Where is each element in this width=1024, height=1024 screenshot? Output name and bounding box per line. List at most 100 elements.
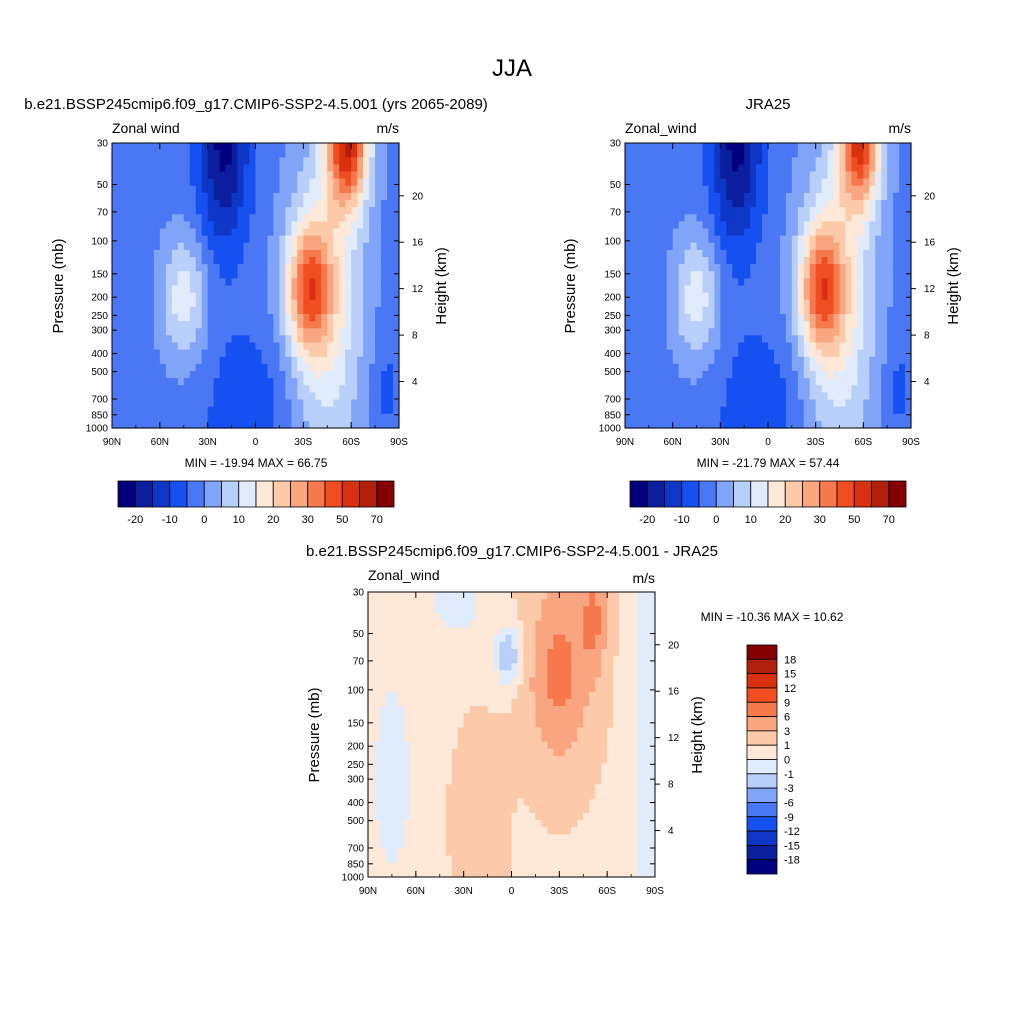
height-tick-label: 4 bbox=[412, 377, 418, 388]
contour-cell bbox=[207, 335, 215, 344]
contour-cell bbox=[535, 691, 542, 700]
contour-cell bbox=[213, 420, 221, 429]
contour-cell bbox=[219, 157, 227, 165]
contour-cell bbox=[762, 335, 769, 344]
contour-cell bbox=[559, 698, 566, 707]
contour-cell bbox=[381, 271, 388, 279]
contour-cell bbox=[141, 157, 149, 165]
contour-cell bbox=[636, 292, 644, 301]
contour-cell bbox=[135, 399, 143, 408]
contour-cell bbox=[827, 292, 835, 301]
colorbar-swatch bbox=[324, 480, 343, 508]
contour-cell bbox=[678, 178, 686, 187]
contour-cell bbox=[183, 235, 191, 244]
contour-cell bbox=[684, 363, 692, 372]
contour-cell bbox=[845, 192, 853, 201]
contour-cell bbox=[439, 713, 447, 721]
contour-cell bbox=[887, 178, 894, 187]
contour-cell bbox=[797, 207, 805, 215]
contour-cell bbox=[375, 335, 382, 344]
contour-cell bbox=[249, 299, 257, 308]
contour-cell bbox=[589, 620, 596, 629]
contour-cell bbox=[303, 285, 310, 294]
contour-cell bbox=[625, 420, 632, 429]
contour-cell bbox=[649, 691, 656, 700]
contour-cell bbox=[803, 257, 811, 265]
contour-cell bbox=[387, 164, 394, 173]
contour-cell bbox=[827, 185, 835, 194]
contour-cell bbox=[839, 157, 847, 165]
contour-cell bbox=[147, 143, 155, 151]
contour-cell bbox=[159, 299, 167, 308]
contour-cell bbox=[845, 328, 853, 336]
contour-cell bbox=[720, 242, 727, 251]
contour-cell bbox=[899, 164, 906, 173]
contour-cell bbox=[321, 214, 328, 222]
contour-cell bbox=[821, 207, 829, 215]
contour-cell bbox=[381, 342, 388, 351]
contour-cell bbox=[333, 185, 340, 194]
contour-cell bbox=[469, 627, 477, 636]
contour-cell bbox=[714, 264, 721, 272]
contour-cell bbox=[112, 242, 119, 251]
contour-cell bbox=[666, 363, 674, 372]
contour-cell bbox=[839, 349, 847, 358]
contour-cell bbox=[481, 684, 489, 693]
contour-cell bbox=[219, 257, 227, 265]
contour-cell bbox=[625, 627, 632, 636]
min-max-label: MIN = -21.79 MAX = 57.44 bbox=[697, 456, 840, 470]
contour-cell bbox=[207, 278, 215, 287]
contour-cell bbox=[738, 321, 745, 329]
contour-cell bbox=[791, 299, 799, 308]
contour-cell bbox=[499, 641, 507, 650]
contour-cell bbox=[391, 620, 399, 629]
contour-cell bbox=[153, 299, 161, 308]
contour-cell bbox=[375, 378, 382, 386]
contour-cell bbox=[654, 143, 662, 151]
contour-cell bbox=[321, 200, 328, 208]
contour-cell bbox=[690, 143, 698, 151]
contour-cell bbox=[738, 143, 745, 151]
contour-cell bbox=[219, 328, 227, 336]
contour-cell bbox=[421, 592, 429, 600]
contour-cell bbox=[702, 264, 710, 272]
contour-cell bbox=[463, 670, 471, 679]
contour-cell bbox=[315, 299, 322, 308]
contour-cell bbox=[672, 314, 680, 322]
contour-cell bbox=[791, 178, 799, 187]
contour-cell bbox=[839, 207, 847, 215]
contour-cell bbox=[147, 306, 155, 315]
contour-cell bbox=[696, 278, 704, 287]
contour-cell bbox=[309, 200, 316, 208]
contour-cell bbox=[267, 192, 275, 201]
contour-cell bbox=[117, 257, 125, 265]
contour-cell bbox=[625, 292, 632, 301]
contour-cell bbox=[797, 257, 805, 265]
contour-cell bbox=[851, 221, 858, 230]
contour-cell bbox=[195, 164, 203, 173]
contour-cell bbox=[261, 371, 269, 379]
contour-cell bbox=[529, 649, 537, 657]
contour-cell bbox=[601, 627, 608, 636]
contour-cell bbox=[243, 214, 251, 222]
contour-cell bbox=[385, 656, 393, 664]
contour-cell bbox=[165, 321, 173, 329]
contour-cell bbox=[690, 406, 698, 415]
contour-cell bbox=[684, 406, 692, 415]
contour-cell bbox=[905, 214, 912, 222]
contour-cell bbox=[363, 299, 370, 308]
contour-cell bbox=[135, 235, 143, 244]
contour-cell bbox=[393, 378, 400, 386]
contour-cell bbox=[421, 613, 429, 622]
contour-cell bbox=[183, 249, 191, 258]
contour-cell bbox=[159, 363, 167, 372]
contour-cell bbox=[815, 406, 823, 415]
contour-cell bbox=[815, 378, 823, 386]
contour-cell bbox=[648, 235, 656, 244]
contour-cell bbox=[505, 670, 513, 679]
contour-cell bbox=[385, 663, 393, 671]
contour-cell bbox=[678, 399, 686, 408]
contour-cell bbox=[702, 171, 710, 180]
contour-cell bbox=[821, 299, 829, 308]
contour-cell bbox=[391, 663, 399, 671]
